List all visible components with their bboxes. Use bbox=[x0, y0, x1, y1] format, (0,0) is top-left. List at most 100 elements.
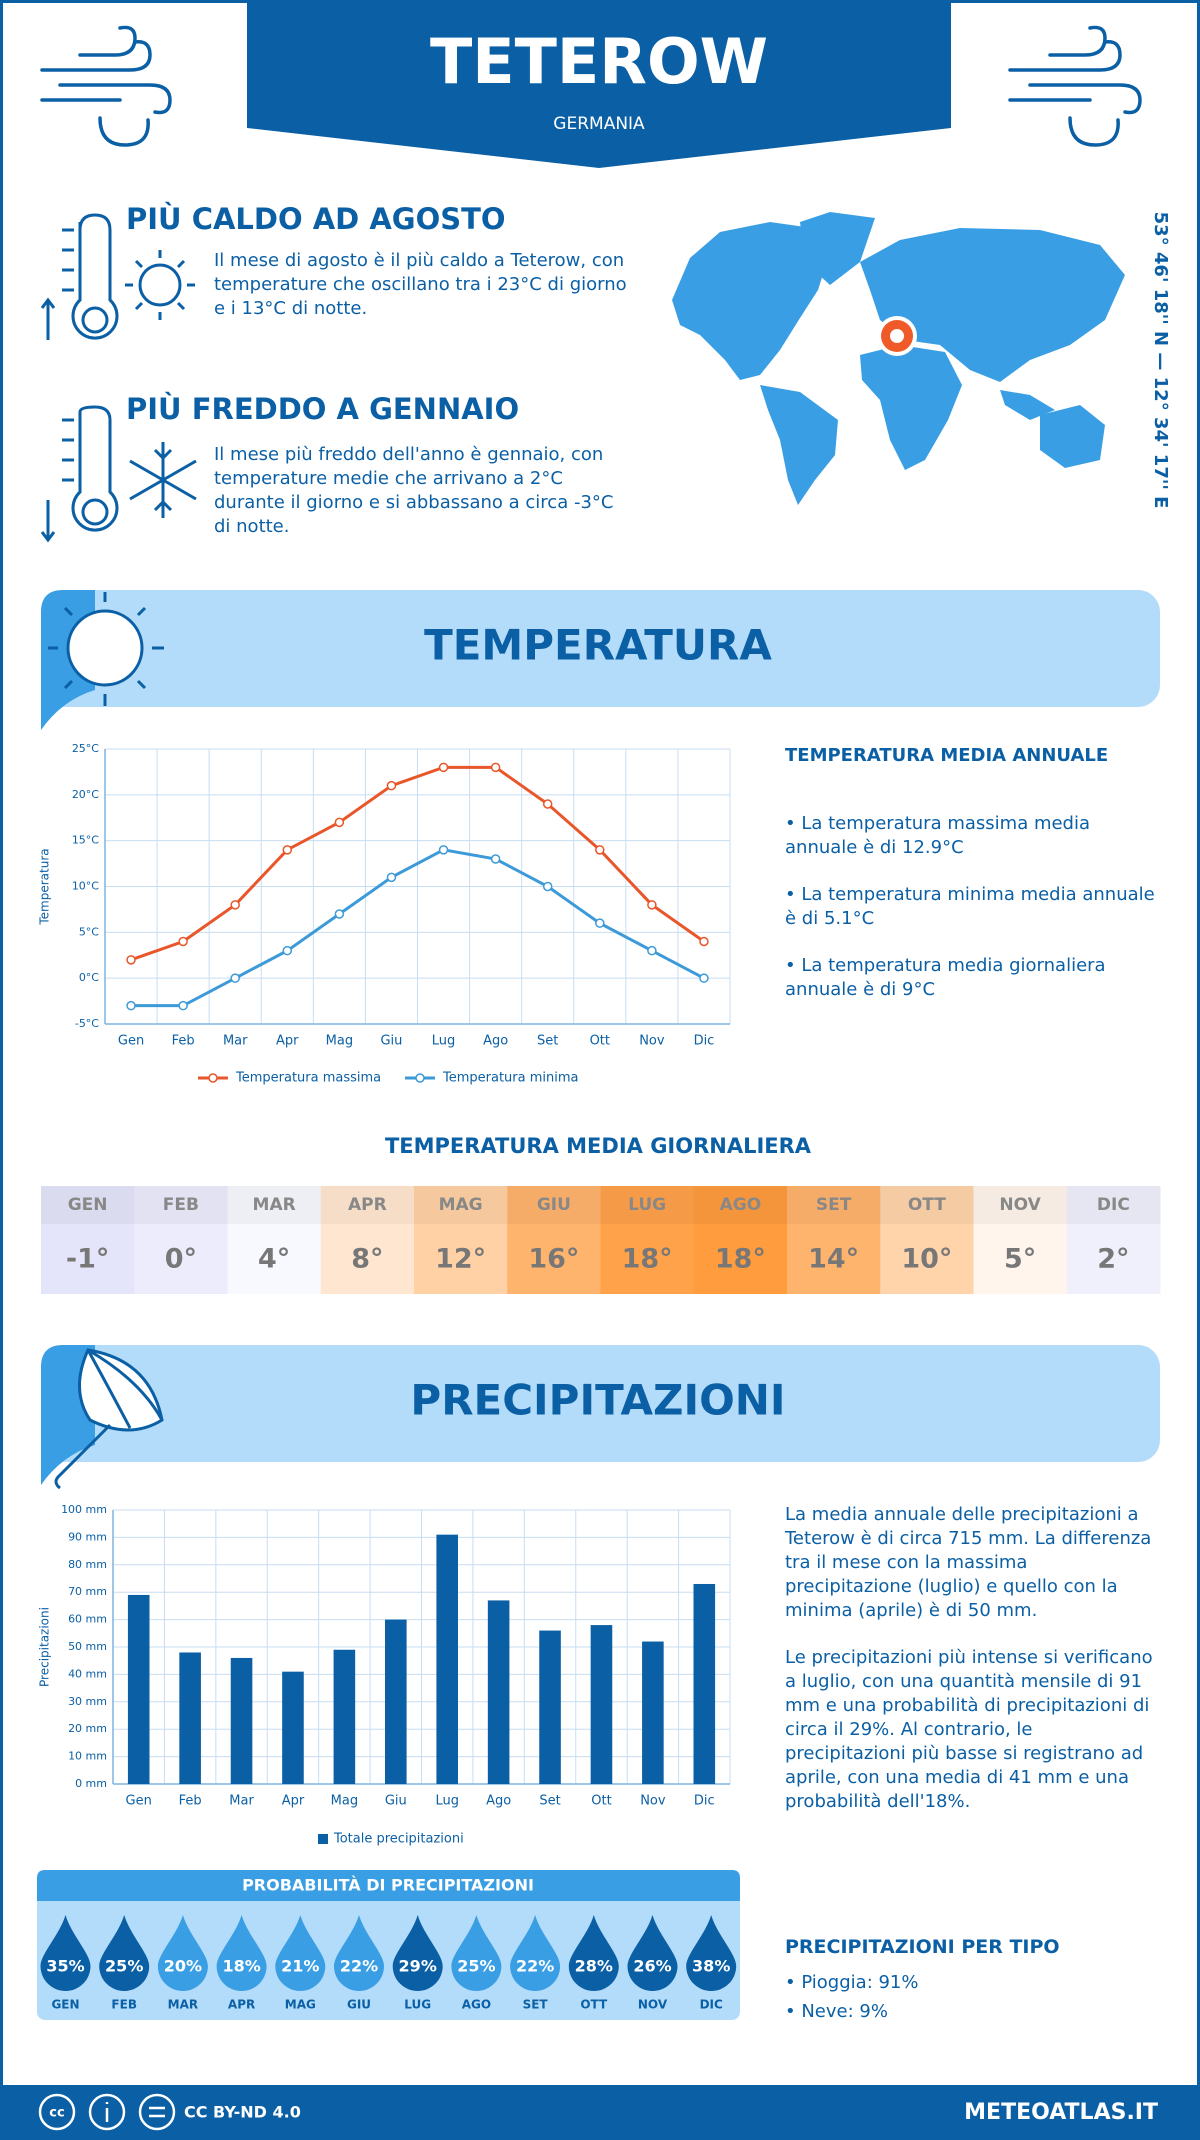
drop-label: 20% bbox=[164, 1957, 202, 1976]
annual-title: TEMPERATURA MEDIA ANNUALE bbox=[785, 745, 1109, 766]
bar bbox=[282, 1671, 304, 1784]
y-tick-label: 0°C bbox=[79, 971, 99, 984]
point bbox=[438, 845, 449, 855]
drop-label: 22% bbox=[340, 1957, 378, 1976]
drop bbox=[451, 1915, 502, 1991]
paragraph: La media annuale delle precipitazioni a … bbox=[785, 1504, 1152, 1621]
drop-label: 25% bbox=[105, 1957, 143, 1976]
site: METEOATLAS.IT bbox=[964, 2100, 1158, 2125]
y-axis-title: Precipitazioni bbox=[38, 1607, 52, 1687]
bar bbox=[693, 1583, 716, 1784]
value-label: 18° bbox=[622, 1244, 673, 1275]
point bbox=[230, 973, 240, 983]
value-label: 4° bbox=[258, 1244, 290, 1275]
month-label: MAG bbox=[285, 1998, 316, 2012]
y-tick-label: 100 mm bbox=[61, 1503, 107, 1516]
month-label: MAR bbox=[168, 1998, 198, 2012]
y-axis-title: Temperatura bbox=[38, 848, 52, 925]
month-label: SET bbox=[816, 1195, 852, 1215]
type-item: • Neve: 9% bbox=[785, 2001, 888, 2022]
header-shade bbox=[1066, 1186, 1161, 1224]
value-cell bbox=[414, 1224, 508, 1294]
month-label: FEB bbox=[111, 1998, 137, 2012]
x-tick-label: Ott bbox=[590, 1034, 610, 1049]
thermometer-cold-icon bbox=[40, 405, 197, 543]
point bbox=[334, 817, 345, 828]
probability-title: PROBABILITÀ DI PRECIPITAZIONI bbox=[242, 1876, 534, 1895]
header-shade bbox=[414, 1186, 508, 1224]
series-line bbox=[131, 848, 705, 1008]
y-tick-label: 20°C bbox=[72, 788, 99, 801]
x-tick-label: Dic bbox=[694, 1034, 715, 1049]
x-tick-label: Gen bbox=[126, 1794, 152, 1809]
coldest-text: Il mese più freddo dell'anno è gennaio, … bbox=[214, 444, 614, 537]
point bbox=[386, 780, 397, 791]
x-tick-label: Apr bbox=[282, 1794, 305, 1809]
y-tick-label: 90 mm bbox=[68, 1530, 107, 1543]
header-cell bbox=[693, 1186, 788, 1224]
value-label: 14° bbox=[808, 1244, 859, 1275]
point bbox=[647, 900, 657, 910]
point bbox=[699, 936, 709, 947]
legend-swatch bbox=[318, 1834, 328, 1844]
header-cell bbox=[787, 1186, 881, 1224]
header-shade bbox=[880, 1186, 974, 1224]
point bbox=[386, 872, 397, 883]
y-tick-label: 60 mm bbox=[68, 1613, 107, 1626]
point bbox=[542, 799, 553, 809]
y-tick-label: 50 mm bbox=[68, 1640, 107, 1653]
month-label: GEN bbox=[51, 1998, 79, 2012]
month-label: NOV bbox=[999, 1195, 1041, 1215]
legend-label: Temperatura minima bbox=[442, 1071, 579, 1086]
header-cell bbox=[507, 1186, 601, 1224]
value-cell bbox=[600, 1224, 695, 1294]
x-tick-label: Ago bbox=[486, 1794, 511, 1809]
month-label: AGO bbox=[720, 1195, 762, 1215]
bar bbox=[333, 1649, 356, 1784]
license: CC BY-ND 4.0 bbox=[184, 2103, 301, 2122]
value-cell bbox=[787, 1224, 881, 1294]
y-tick-label: 25°C bbox=[72, 742, 99, 755]
header-title: TETEROW bbox=[430, 25, 768, 98]
x-tick-label: Ago bbox=[483, 1034, 508, 1049]
x-tick-label: Mag bbox=[326, 1034, 353, 1049]
header-banner bbox=[247, 0, 951, 168]
value-label: 10° bbox=[901, 1244, 952, 1275]
svg-text:cc: cc bbox=[49, 2106, 64, 2121]
paragraph: Le precipitazioni più intense si verific… bbox=[785, 1647, 1153, 1812]
precipitation-text: La media annuale delle precipitazioni a … bbox=[785, 1503, 1157, 1837]
point bbox=[699, 973, 709, 983]
bar bbox=[539, 1630, 561, 1784]
month-label: OTT bbox=[580, 1998, 608, 2012]
header-cell bbox=[880, 1186, 974, 1224]
value-cell bbox=[973, 1224, 1068, 1294]
probability-header bbox=[37, 1870, 740, 1901]
point bbox=[438, 762, 449, 773]
legend-marker bbox=[415, 1073, 425, 1083]
x-tick-label: Feb bbox=[179, 1794, 202, 1809]
point bbox=[178, 1000, 188, 1011]
header-cell bbox=[227, 1186, 322, 1224]
y-tick-label: -5°C bbox=[75, 1017, 99, 1030]
drop bbox=[216, 1915, 267, 1992]
drop bbox=[627, 1915, 678, 1992]
x-tick-label: Set bbox=[539, 1794, 560, 1809]
x-tick-label: Ott bbox=[591, 1794, 611, 1809]
bullet: • La temperatura media giornaliera annua… bbox=[785, 955, 1106, 1000]
x-tick-label: Giu bbox=[380, 1034, 402, 1049]
daily-title: TEMPERATURA MEDIA GIORNALIERA bbox=[385, 1134, 812, 1158]
drop bbox=[275, 1915, 326, 1991]
legend-label: Temperatura massima bbox=[235, 1071, 381, 1086]
point bbox=[490, 762, 501, 773]
legend-marker bbox=[208, 1073, 218, 1083]
point bbox=[178, 936, 188, 947]
point bbox=[595, 845, 605, 855]
value-cell bbox=[134, 1224, 228, 1294]
bar bbox=[436, 1534, 459, 1784]
month-label: FEB bbox=[163, 1195, 199, 1215]
header-shade bbox=[227, 1186, 322, 1224]
drop bbox=[99, 1915, 150, 1991]
month-label: APR bbox=[348, 1195, 387, 1215]
x-tick-label: Feb bbox=[172, 1034, 195, 1049]
